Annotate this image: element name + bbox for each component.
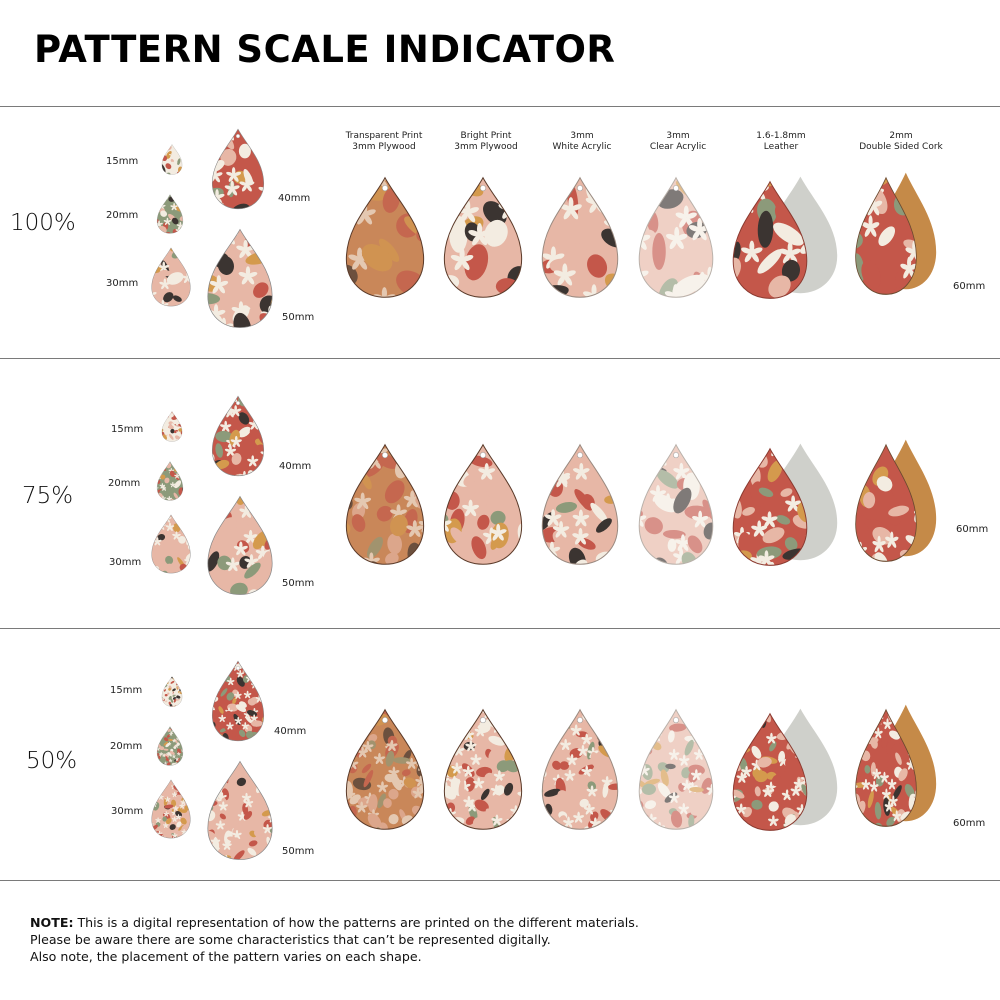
- teardrop-swatch: [156, 194, 184, 234]
- note-line: This is a digital representation of how …: [73, 915, 639, 930]
- teardrop-swatch: [150, 247, 192, 307]
- size-label: 15mm: [111, 424, 144, 435]
- teardrop-cork: [853, 704, 937, 828]
- size-label: 60mm: [953, 818, 986, 829]
- size-label: 40mm: [278, 193, 311, 204]
- teardrop-swatch: [161, 144, 183, 175]
- teardrop-plywood-transparent: [343, 443, 427, 566]
- teardrop-white-acrylic: [539, 176, 621, 299]
- teardrop-swatch: [150, 779, 192, 839]
- page-title: PATTERN SCALE INDICATOR: [34, 28, 616, 71]
- divider: [0, 358, 1000, 359]
- teardrop-swatch: [161, 676, 183, 707]
- teardrop-plywood-bright: [441, 443, 525, 566]
- teardrop-clear-acrylic: [636, 708, 716, 831]
- divider: [0, 106, 1000, 107]
- teardrop-cork: [853, 439, 937, 563]
- size-label: 50mm: [282, 578, 315, 589]
- teardrop-plywood-bright: [441, 176, 525, 299]
- teardrop-swatch: [150, 514, 192, 574]
- teardrop-swatch: [161, 411, 183, 442]
- teardrop-plywood-bright: [441, 708, 525, 831]
- divider: [0, 880, 1000, 881]
- size-label: 60mm: [956, 524, 989, 535]
- note-line: Also note, the placement of the pattern …: [30, 949, 422, 964]
- teardrop-swatch: [210, 660, 266, 742]
- scale-label: 100%: [10, 210, 76, 236]
- material-header: 2mm Double Sided Cork: [859, 131, 943, 152]
- teardrop-swatch: [205, 760, 275, 861]
- teardrop-white-acrylic: [539, 708, 621, 831]
- teardrop-cork: [853, 172, 937, 296]
- teardrop-swatch: [156, 726, 184, 766]
- teardrop-clear-acrylic: [636, 443, 716, 566]
- teardrop-white-acrylic: [539, 443, 621, 566]
- material-header: Bright Print 3mm Plywood: [454, 131, 518, 152]
- size-label: 40mm: [274, 726, 307, 737]
- size-label: 15mm: [110, 685, 143, 696]
- divider: [0, 628, 1000, 629]
- note-line: Please be aware there are some character…: [30, 932, 551, 947]
- size-label: 60mm: [953, 281, 986, 292]
- teardrop-leather: [730, 176, 838, 300]
- teardrop-leather: [730, 708, 838, 832]
- size-label: 40mm: [279, 461, 312, 472]
- size-label: 30mm: [106, 278, 139, 289]
- teardrop-swatch: [156, 461, 184, 501]
- size-label: 30mm: [109, 557, 142, 568]
- size-label: 20mm: [110, 741, 143, 752]
- size-label: 20mm: [106, 210, 139, 221]
- teardrop-plywood-transparent: [343, 176, 427, 299]
- material-header: Transparent Print 3mm Plywood: [345, 131, 423, 152]
- teardrop-plywood-transparent: [343, 708, 427, 831]
- teardrop-clear-acrylic: [636, 176, 716, 299]
- size-label: 30mm: [111, 806, 144, 817]
- size-label: 15mm: [106, 156, 139, 167]
- teardrop-swatch: [205, 495, 275, 596]
- teardrop-swatch: [210, 128, 266, 210]
- size-label: 50mm: [282, 312, 315, 323]
- material-header: 3mm Clear Acrylic: [649, 131, 707, 152]
- note-label: NOTE:: [30, 915, 74, 930]
- teardrop-swatch: [210, 395, 266, 477]
- size-label: 20mm: [108, 478, 141, 489]
- material-header: 1.6-1.8mm Leather: [756, 131, 806, 152]
- scale-label: 50%: [26, 748, 78, 774]
- scale-label: 75%: [22, 483, 74, 509]
- material-header: 3mm White Acrylic: [552, 131, 612, 152]
- teardrop-leather: [730, 443, 838, 567]
- teardrop-swatch: [205, 228, 275, 329]
- size-label: 50mm: [282, 846, 315, 857]
- footnote: NOTE: This is a digital representation o…: [30, 914, 639, 965]
